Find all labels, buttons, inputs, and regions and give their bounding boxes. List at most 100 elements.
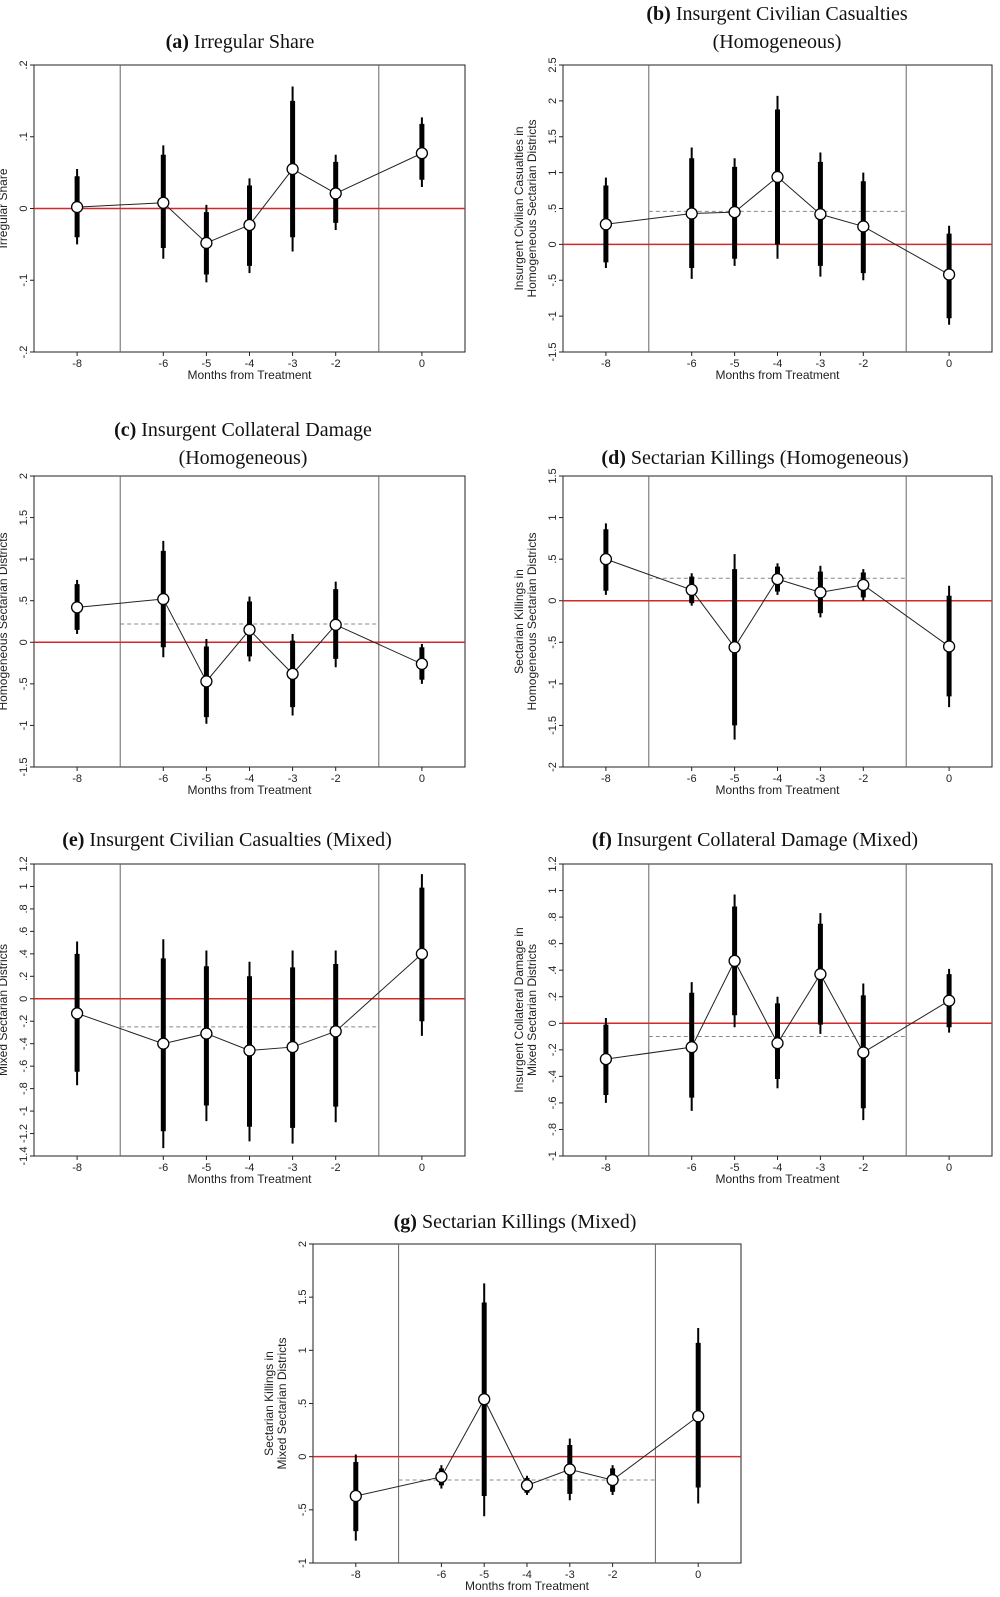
panel-f: (f) Insurgent Collateral Damage (Mixed) -… [512, 829, 993, 1186]
x-tick-label: -2 [858, 358, 868, 370]
y-tick-label: .8 [18, 904, 30, 913]
panel-title-line-2: (Homogeneous) [713, 31, 842, 53]
x-axis-label: Months from Treatment [465, 1579, 590, 1593]
x-tick-label: -8 [601, 358, 611, 370]
x-axis-label: Months from Treatment [187, 368, 312, 382]
data-point [685, 1041, 698, 1054]
y-tick-label: 0 [18, 639, 30, 645]
panel-title: (c) Insurgent Collateral Damage [114, 419, 372, 441]
y-tick-label: .1 [18, 132, 30, 141]
data-point [70, 601, 84, 614]
y-tick-label: -.5 [547, 636, 559, 649]
data-point [857, 220, 870, 233]
x-tick-label: -4 [245, 1162, 255, 1174]
y-tick-label: -1.4 [18, 1147, 30, 1166]
data-point [329, 1025, 342, 1038]
y-tick-label: -1 [297, 1558, 309, 1568]
y-tick-label: 2 [297, 1241, 309, 1247]
data-point [70, 1007, 84, 1020]
panel-title-text: Irregular Share [189, 31, 315, 53]
panel-a: (a) Irregular Share -.2 -.1 0 .1 .2 -8 -6 -5 -4 -3… [0, 31, 466, 382]
data-point [942, 994, 956, 1007]
y-tick-label: .5 [297, 1399, 309, 1408]
x-tick-label: -5 [730, 773, 740, 785]
y-tick-label: 1.2 [547, 856, 559, 871]
x-tick-label: -2 [858, 773, 868, 785]
data-point [415, 147, 429, 160]
x-tick-label: -8 [601, 1162, 611, 1174]
y-axis-label: Mixed Sectarian Districts [0, 944, 10, 1076]
panel-title: (f) Insurgent Collateral Damage (Mixed) [592, 829, 918, 851]
y-tick-label: -1.5 [18, 758, 30, 777]
x-tick-label: -2 [608, 1569, 618, 1581]
data-point [157, 1037, 170, 1050]
x-tick-label: -4 [245, 773, 255, 785]
y-tick-label: -.8 [18, 1082, 30, 1095]
x-tick-label: -5 [479, 1569, 489, 1581]
panel-g: (g) Sectarian Killings (Mixed) -1 -.5 0 .5 1 1… [262, 1211, 742, 1593]
y-tick-label: -1 [18, 1106, 30, 1116]
data-point [435, 1470, 448, 1484]
x-tick-label: -4 [245, 358, 255, 370]
data-point [857, 578, 870, 592]
plot-frame [312, 1243, 742, 1564]
x-axis-label: Months from Treatment [715, 783, 840, 797]
data-point [329, 187, 342, 200]
data-point [692, 1410, 705, 1423]
y-axis-label: Sectarian Killings in [262, 1351, 276, 1456]
y-tick-label: -.1 [18, 274, 30, 287]
data-point [415, 947, 429, 960]
y-axis-label: Mixed Sectarian Districts [275, 1337, 289, 1469]
x-tick-label: 0 [419, 773, 425, 785]
y-tick-label: 1.5 [297, 1290, 309, 1305]
panel-title-text: Sectarian Killings (Homogeneous) [626, 447, 909, 469]
y-tick-label: 1.5 [547, 468, 559, 483]
x-tick-label: 0 [419, 358, 425, 370]
x-tick-label: -3 [816, 773, 826, 785]
y-tick-label: .8 [547, 912, 559, 921]
y-tick-label: 0 [18, 205, 30, 211]
panel-title-text: Insurgent Civilian Casualties (Mixed) [84, 829, 391, 851]
panel-letter: (a) [166, 31, 189, 53]
panel-b: (b) Insurgent Civilian Casualties (Homoge… [512, 3, 993, 382]
panel-title-text: Insurgent Collateral Damage [136, 419, 372, 441]
y-tick-label: -.2 [18, 346, 30, 359]
data-point [520, 1479, 534, 1492]
y-axis-label: Irregular Share [0, 168, 10, 248]
data-point [685, 583, 698, 597]
y-tick-label: -1 [18, 721, 30, 731]
y-axis-label: Mixed Sectarian Districts [525, 944, 539, 1076]
data-point [200, 236, 213, 250]
x-tick-label: -4 [773, 773, 783, 785]
data-point [70, 200, 84, 214]
y-axis-label: Insurgent Civilian Casualties in [512, 126, 526, 290]
y-axis-label: Insurgent Collateral Damage in [512, 927, 526, 1092]
data-point [286, 1040, 299, 1054]
x-tick-label: -4 [773, 358, 783, 370]
x-tick-label: 0 [695, 1569, 701, 1581]
data-point [728, 954, 741, 968]
y-tick-label: .2 [547, 992, 559, 1001]
y-tick-label: -1 [547, 679, 559, 689]
y-tick-label: 1 [547, 515, 559, 521]
x-axis-label: Months from Treatment [715, 368, 840, 382]
data-point [243, 623, 256, 636]
data-point [942, 640, 956, 653]
y-tick-label: -.2 [18, 1015, 30, 1028]
x-tick-label: -6 [158, 773, 168, 785]
y-tick-label: -2 [547, 762, 559, 772]
y-tick-label: -1 [547, 1151, 559, 1161]
x-tick-label: -8 [601, 773, 611, 785]
data-point [606, 1473, 619, 1487]
y-tick-label: 0 [297, 1454, 309, 1460]
x-tick-label: -5 [730, 1162, 740, 1174]
data-point [814, 208, 827, 221]
y-tick-label: 0 [547, 1020, 559, 1026]
y-tick-label: -.2 [547, 1043, 559, 1056]
data-point [857, 1046, 870, 1059]
y-tick-label: .4 [547, 966, 559, 975]
x-axis-label: Months from Treatment [187, 783, 312, 797]
x-tick-label: -5 [202, 358, 212, 370]
x-tick-label: 0 [946, 773, 952, 785]
data-point [771, 1037, 784, 1050]
